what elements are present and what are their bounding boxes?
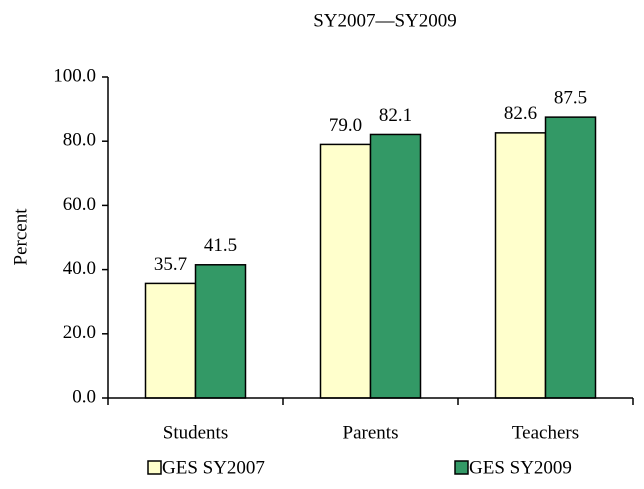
chart-title: SY2007—SY2009 xyxy=(313,10,457,31)
x-tick-label: Students xyxy=(163,422,228,443)
y-tick-label: 0.0 xyxy=(72,386,96,407)
bar xyxy=(144,282,197,399)
y-tick-label: 20.0 xyxy=(63,322,96,343)
data-label: 41.5 xyxy=(204,235,237,256)
x-tick-label: Teachers xyxy=(512,422,579,443)
bar xyxy=(194,264,247,399)
legend-label: GES SY2009 xyxy=(469,457,572,478)
bar xyxy=(319,143,372,399)
x-tick-label: Parents xyxy=(343,422,399,443)
y-tick-label: 80.0 xyxy=(63,130,96,151)
y-tick-label: 40.0 xyxy=(63,258,96,279)
data-label: 82.1 xyxy=(379,105,412,126)
legend-label: GES SY2007 xyxy=(162,457,265,478)
data-label: 79.0 xyxy=(329,115,362,136)
y-tick-label: 60.0 xyxy=(63,194,96,215)
bar xyxy=(369,133,422,399)
bar xyxy=(494,132,547,399)
y-axis-label: Percent xyxy=(10,208,31,266)
bar xyxy=(544,116,597,399)
legend-swatch xyxy=(147,460,162,475)
data-label: 35.7 xyxy=(154,254,187,275)
data-label: 82.6 xyxy=(504,103,537,124)
data-label: 87.5 xyxy=(554,87,587,108)
legend-swatch xyxy=(454,460,469,475)
y-tick-label: 100.0 xyxy=(53,65,96,86)
